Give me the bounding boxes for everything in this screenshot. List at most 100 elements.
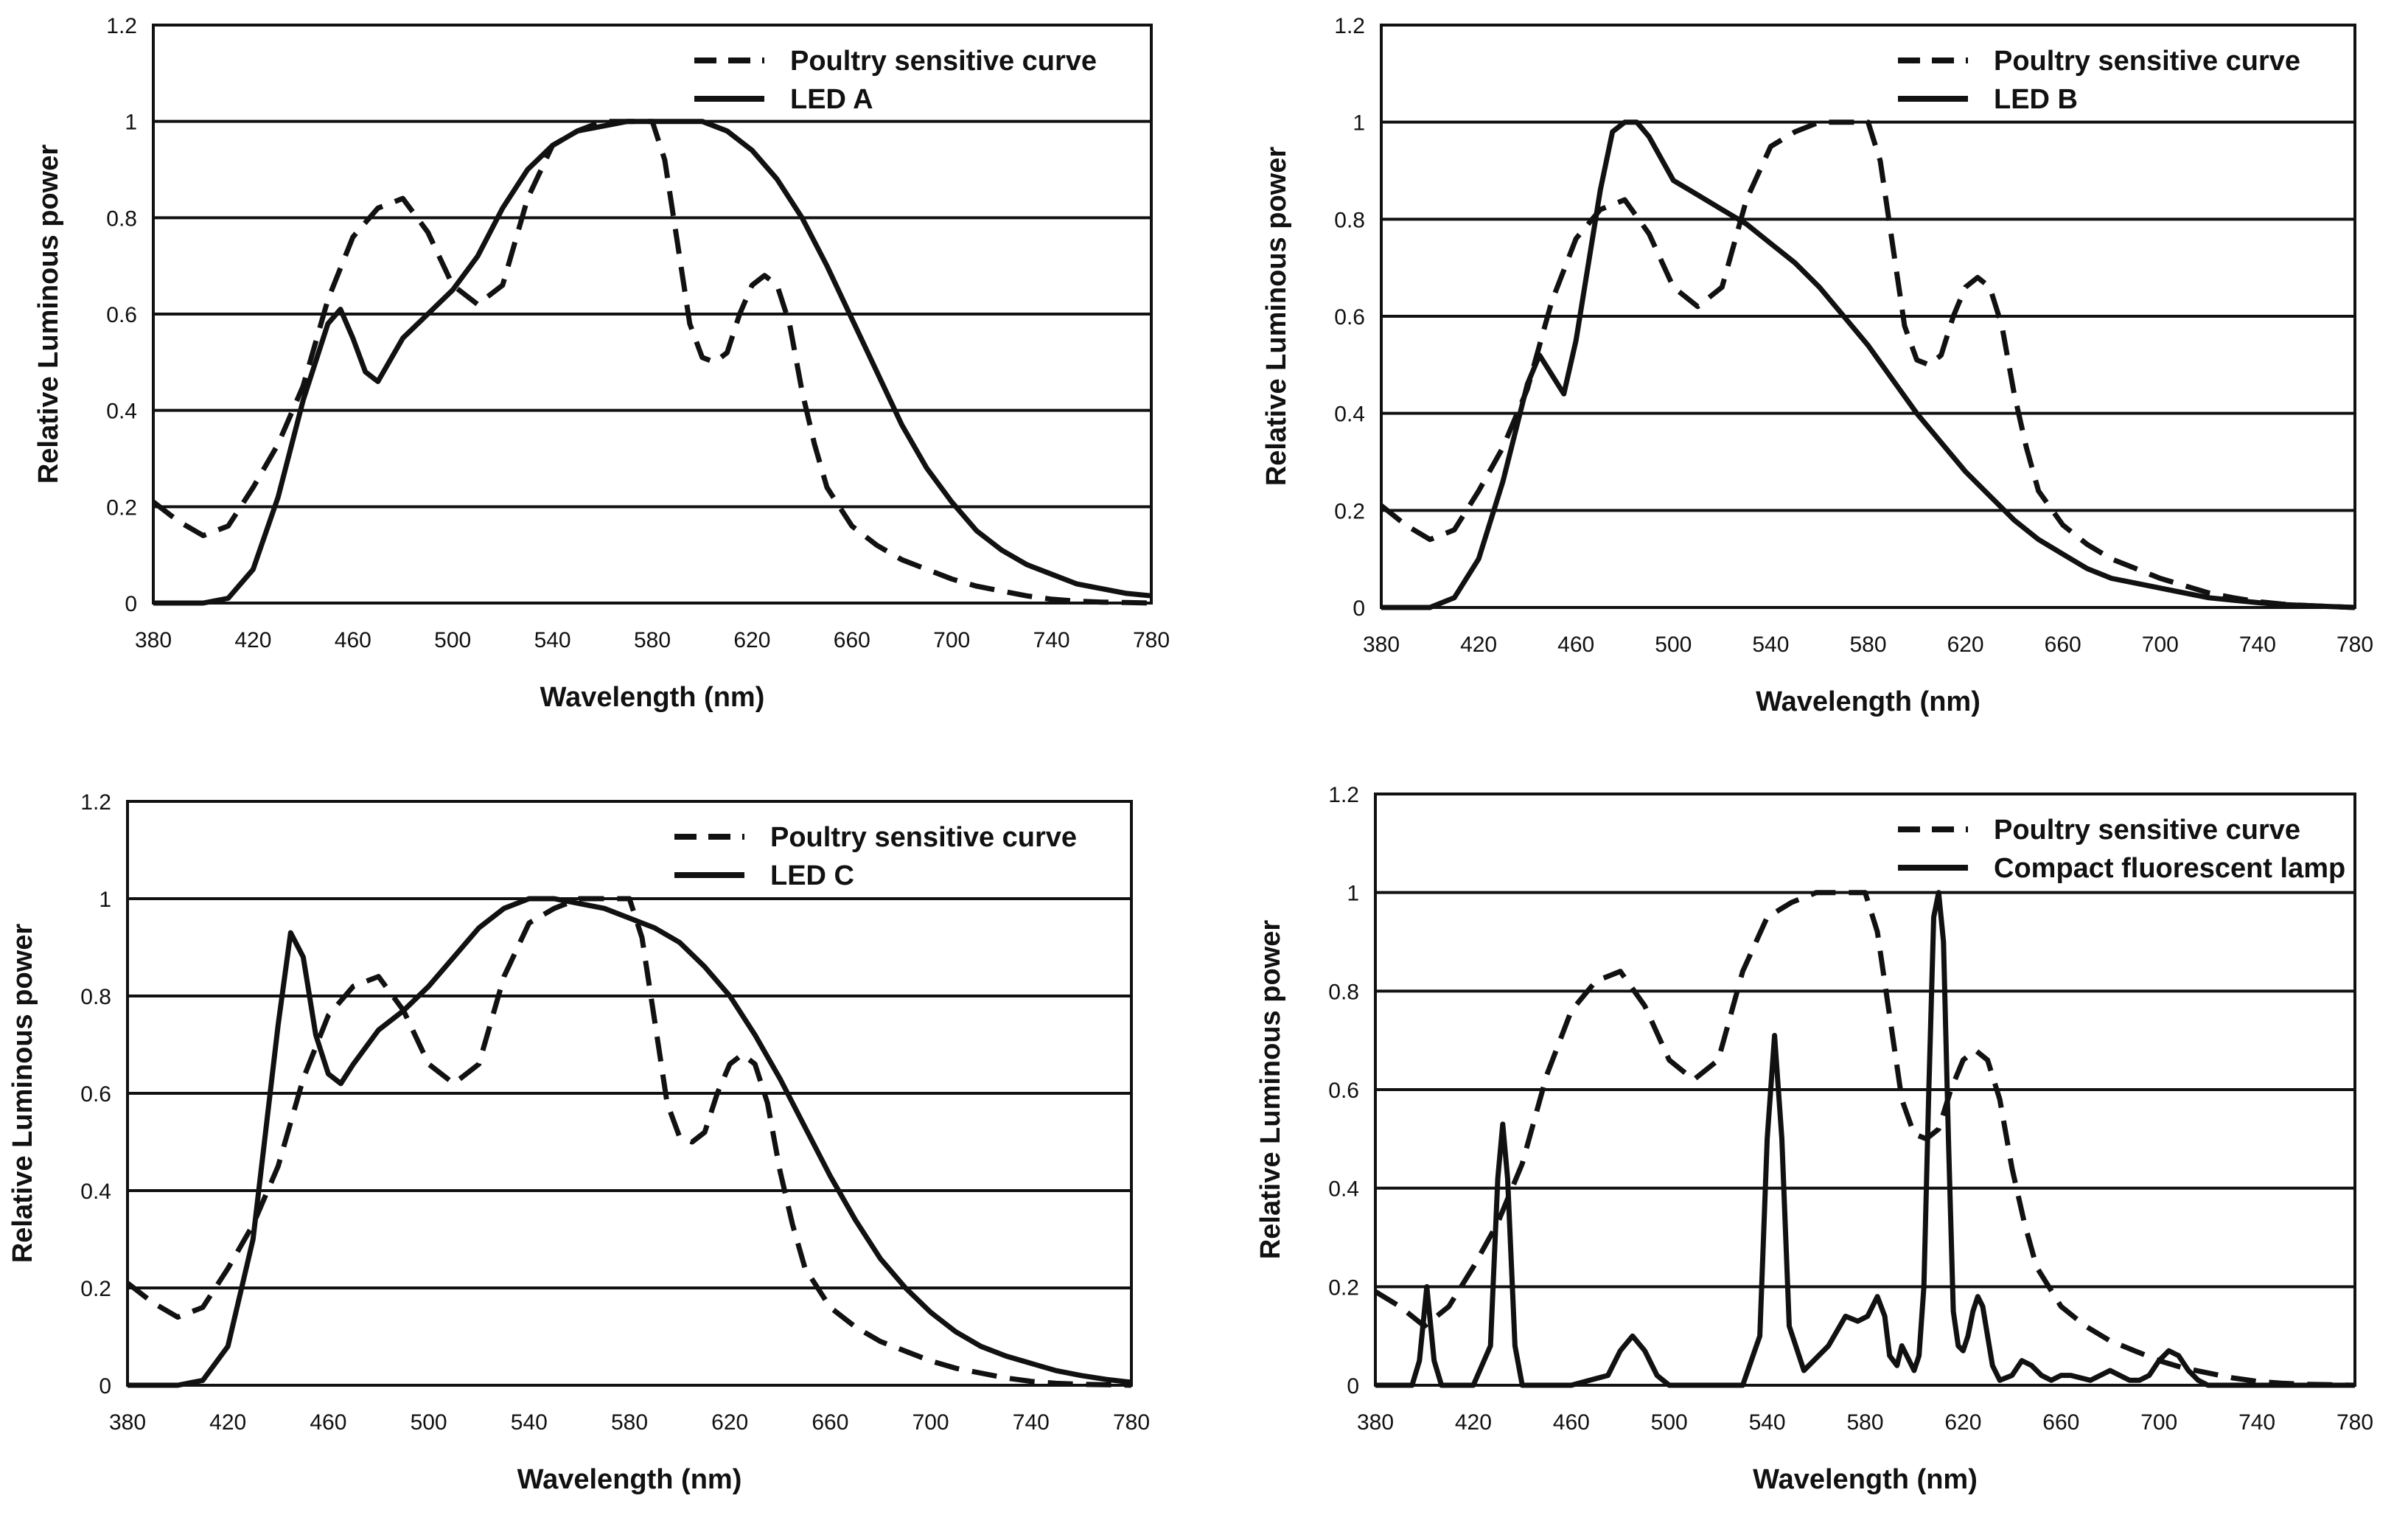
- y-tick-label: 1: [99, 888, 111, 912]
- y-tick-label: 0: [99, 1374, 111, 1399]
- x-tick-label: 700: [933, 628, 970, 652]
- y-tick-label: 1.2: [1334, 14, 1365, 38]
- y-tick-label: 0.8: [106, 206, 137, 231]
- y-tick-label: 0.4: [1328, 1177, 1359, 1202]
- chart-panel-4: 0 0.2 0.4 0.6 0.8 1 1.2 380 420 460 500 540 580 620 66…: [1255, 783, 2373, 1495]
- y-tick-label: 0.2: [1328, 1275, 1359, 1300]
- series-line-2: [128, 896, 1132, 1388]
- x-tick-label: 660: [2045, 633, 2081, 657]
- x-tick-label: 460: [310, 1410, 346, 1435]
- x-tick-label: 580: [634, 628, 671, 652]
- plot-frame: [152, 24, 1153, 605]
- x-tick-label: 740: [2238, 1410, 2275, 1435]
- legend-label: Poultry sensitive curve: [770, 822, 1077, 853]
- x-axis-title: Wavelength (nm): [517, 1464, 742, 1495]
- x-tick-label: 500: [1651, 1410, 1688, 1435]
- x-tick-label: 580: [1849, 633, 1886, 657]
- y-tick-label: 0.2: [1334, 499, 1365, 523]
- x-tick-label: 580: [1846, 1410, 1883, 1435]
- x-tick-label: 620: [1947, 633, 1984, 657]
- plot-frame: [1380, 24, 2356, 609]
- x-tick-label: 540: [511, 1410, 548, 1435]
- x-tick-label: 660: [834, 628, 870, 652]
- y-axis-title: Relative Luminous power: [7, 924, 38, 1264]
- y-tick-label: 0.4: [1334, 403, 1365, 427]
- series-line-1: [1379, 119, 2356, 610]
- x-tick-label: 540: [1752, 633, 1789, 657]
- plot-frame: [126, 800, 1133, 1387]
- y-tick-label: 1: [125, 111, 137, 135]
- y-tick-label: 1.2: [106, 14, 137, 38]
- series-line-2: [1381, 119, 2356, 610]
- x-tick-label: 620: [1944, 1410, 1981, 1435]
- x-axis-title: Wavelength (nm): [1756, 686, 1981, 717]
- y-tick-label: 0.2: [106, 495, 137, 520]
- y-tick-label: 1.2: [80, 790, 111, 815]
- series-line-2: [153, 119, 1152, 606]
- x-tick-label: 620: [733, 628, 770, 652]
- chart-panel-2: 0 0.2 0.4 0.6 0.8 1 1.2 380 420 460 500 540 580 620 66…: [1261, 14, 2373, 717]
- x-tick-label: 420: [209, 1410, 246, 1435]
- chart-panel-3: 0 0.2 0.4 0.6 0.8 1 1.2 380 420 460 500 540 580 620 66…: [7, 790, 1150, 1495]
- legend-label: Poultry sensitive curve: [1994, 46, 2300, 77]
- x-tick-label: 420: [1455, 1410, 1492, 1435]
- x-tick-label: 420: [234, 628, 271, 652]
- x-tick-label: 500: [1655, 633, 1692, 657]
- x-tick-label: 580: [611, 1410, 648, 1435]
- x-tick-label: 620: [711, 1410, 748, 1435]
- x-tick-label: 500: [411, 1410, 447, 1435]
- y-tick-label: 0.6: [1334, 305, 1365, 330]
- y-tick-label: 0.4: [80, 1180, 111, 1204]
- x-tick-label: 540: [534, 628, 571, 652]
- x-tick-label: 740: [1033, 628, 1070, 652]
- y-tick-label: 1: [1347, 882, 1359, 906]
- y-tick-label: 1: [1353, 111, 1365, 136]
- x-tick-label: 460: [335, 628, 371, 652]
- y-tick-label: 0.6: [1328, 1079, 1359, 1103]
- x-tick-label: 460: [1553, 1410, 1590, 1435]
- legend-label: LED B: [1994, 84, 2078, 115]
- legend-label: LED A: [790, 84, 873, 115]
- y-tick-label: 0.4: [106, 400, 137, 424]
- x-tick-label: 740: [1013, 1410, 1050, 1435]
- x-tick-label: 780: [1113, 1410, 1150, 1435]
- x-tick-label: 700: [912, 1410, 949, 1435]
- y-tick-label: 0.8: [1334, 208, 1365, 232]
- series-line-1: [151, 119, 1152, 606]
- series-line-2: [1375, 890, 2355, 1388]
- legend-label: Compact fluorescent lamp: [1994, 853, 2345, 884]
- x-tick-label: 380: [1363, 633, 1400, 657]
- x-tick-label: 540: [1749, 1410, 1786, 1435]
- x-tick-label: 380: [109, 1410, 146, 1435]
- y-tick-label: 0.8: [1328, 980, 1359, 1004]
- plot-frame: [1374, 793, 2356, 1387]
- legend-label: Poultry sensitive curve: [790, 46, 1097, 77]
- x-tick-label: 380: [1357, 1410, 1394, 1435]
- y-tick-label: 1.2: [1328, 783, 1359, 807]
- x-tick-label: 700: [2140, 1410, 2177, 1435]
- chart-panel-1: 0 0.2 0.4 0.6 0.8 1 1.2 380 420 460 500 540 580 620 66…: [33, 14, 1170, 713]
- x-tick-label: 460: [1557, 633, 1594, 657]
- x-tick-label: 420: [1460, 633, 1497, 657]
- y-axis-title: Relative Luminous power: [33, 144, 64, 484]
- x-tick-label: 780: [2337, 633, 2373, 657]
- y-tick-label: 0.6: [106, 303, 137, 327]
- x-tick-label: 740: [2239, 633, 2276, 657]
- y-axis-title: Relative Luminous power: [1261, 147, 1292, 487]
- x-axis-title: Wavelength (nm): [1753, 1464, 1978, 1495]
- legend-label: LED C: [770, 860, 854, 891]
- series-line-1: [1374, 890, 2356, 1388]
- y-tick-label: 0.8: [80, 985, 111, 1009]
- series-line-1: [125, 896, 1132, 1388]
- x-tick-label: 500: [434, 628, 471, 652]
- x-tick-label: 700: [2142, 633, 2179, 657]
- y-tick-label: 0.2: [80, 1277, 111, 1301]
- y-tick-label: 0.6: [80, 1082, 111, 1107]
- x-tick-label: 660: [812, 1410, 848, 1435]
- x-tick-label: 380: [135, 628, 172, 652]
- y-tick-label: 0: [1347, 1374, 1359, 1399]
- y-tick-label: 0: [1353, 596, 1365, 621]
- x-tick-label: 780: [2337, 1410, 2373, 1435]
- x-tick-label: 660: [2042, 1410, 2079, 1435]
